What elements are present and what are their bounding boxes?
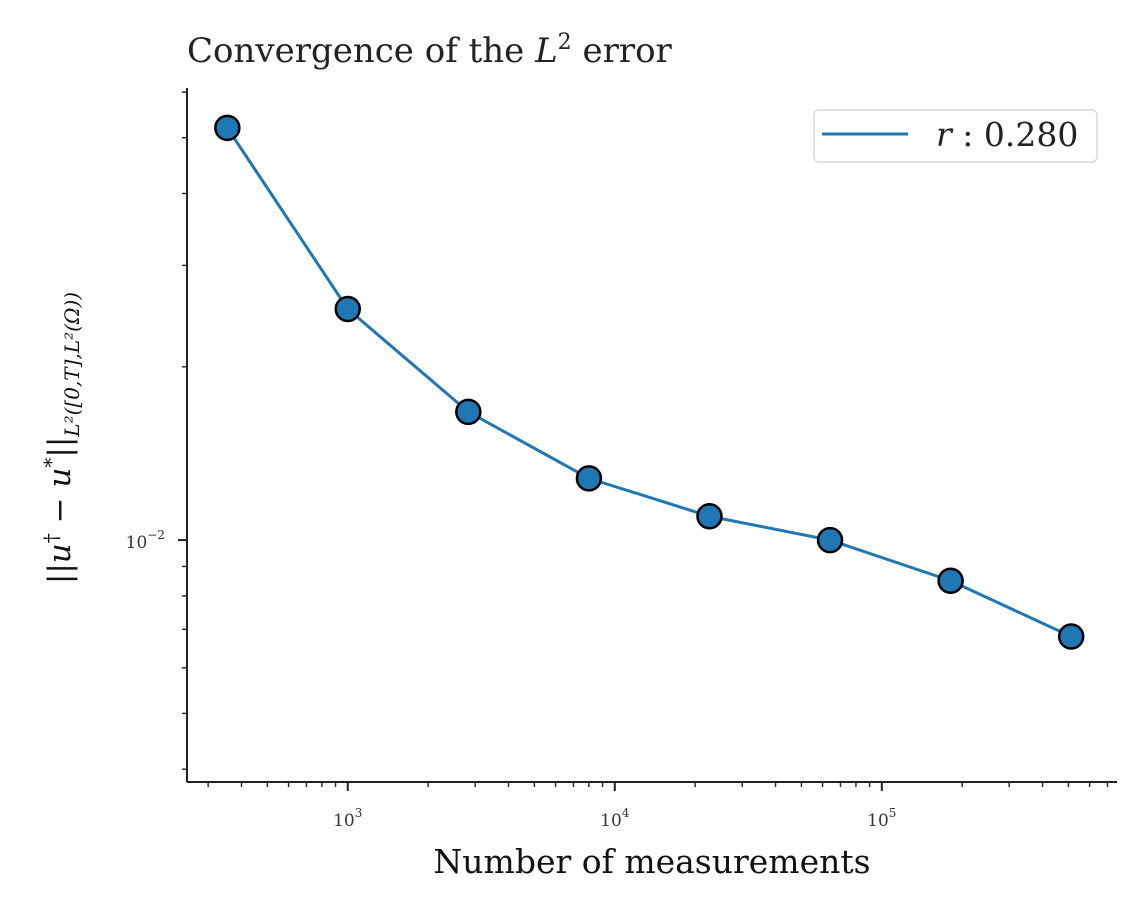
x-axis-label: Number of measurements xyxy=(433,842,870,881)
data-point xyxy=(334,295,362,323)
data-point xyxy=(696,503,723,530)
data-point xyxy=(1057,623,1085,650)
legend: r : 0.280 xyxy=(813,109,1098,163)
x-tick-label: 105 xyxy=(867,806,896,831)
legend-box xyxy=(813,109,1098,163)
data-point xyxy=(214,114,241,142)
x-tick-label: 104 xyxy=(600,806,630,831)
data-point xyxy=(455,398,482,426)
y-tick-label: 10−2 xyxy=(126,528,165,553)
series-line xyxy=(226,127,1072,638)
chart-title: Convergence of the L2 error xyxy=(187,30,673,71)
data-point xyxy=(575,465,603,492)
x-tick-label: 103 xyxy=(333,806,362,831)
data-point xyxy=(937,567,964,594)
legend-label: r : 0.280 xyxy=(936,115,1078,154)
y-axis-label: ||u† − u*||L²([0,T],L²(Ω)) xyxy=(39,292,84,584)
data-point xyxy=(816,526,844,554)
